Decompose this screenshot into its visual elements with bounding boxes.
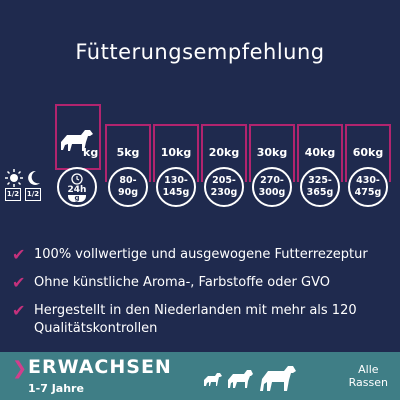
grams-from: 205- bbox=[212, 175, 236, 186]
feature-text: Ohne künstliche Aroma-, Farbstoffe oder … bbox=[34, 275, 330, 290]
weight-tab bbox=[105, 124, 151, 182]
time-label: 24h bbox=[67, 184, 87, 195]
page-title: Fütterungsempfehlung bbox=[75, 40, 325, 64]
weight-label: 5kg bbox=[116, 146, 140, 159]
grams-circle: 130- 145g bbox=[156, 167, 196, 207]
grams-to: 365g bbox=[306, 187, 334, 198]
daily-ration-circle: 24h g bbox=[57, 167, 97, 207]
weight-tab bbox=[345, 124, 391, 182]
grams-from: 270- bbox=[260, 175, 284, 186]
feature-text: 100% vollwertige und ausgewogene Futterr… bbox=[34, 247, 368, 262]
grams-circle: 205- 230g bbox=[204, 167, 244, 207]
life-stage-title: ERWACHSEN bbox=[28, 356, 172, 378]
grams-to: 145g bbox=[162, 187, 190, 198]
grams-circle: 430- 475g bbox=[348, 167, 388, 207]
grams-from: 130- bbox=[164, 175, 188, 186]
grams-to: 475g bbox=[354, 187, 382, 198]
life-stage-banner bbox=[0, 352, 400, 400]
check-icon: ✔ bbox=[12, 273, 26, 292]
weight-tab bbox=[201, 124, 247, 182]
list-item: ✔ Ohne künstliche Aroma-, Farbstoffe oder… bbox=[12, 274, 400, 292]
feature-text: Hergestellt in den Niederlanden mit mehr… bbox=[34, 303, 357, 336]
breeds-label: Alle Rassen bbox=[349, 363, 388, 389]
dog-icon bbox=[61, 130, 93, 151]
feeding-table: kg 5kg 80- 90g 10kg 130- 145g 20kg 205- 230… bbox=[5, 104, 391, 207]
chevron-right-icon: ❯ bbox=[12, 358, 28, 379]
grams-to: 230g bbox=[210, 187, 238, 198]
grams-to: 300g bbox=[258, 187, 286, 198]
bowl-icon: g bbox=[68, 194, 86, 202]
grams-from: 80- bbox=[119, 175, 137, 186]
portion-half-night: 1/2 bbox=[25, 188, 41, 201]
feature-list: ✔ 100% vollwertige und ausgewogene Futter… bbox=[12, 246, 400, 348]
breeds-line-1: Alle bbox=[358, 363, 379, 376]
portion-half-day: 1/2 bbox=[5, 188, 21, 201]
sun-icon bbox=[5, 169, 23, 187]
grams-circle: 80- 90g bbox=[108, 167, 148, 207]
list-item: ✔ 100% vollwertige und ausgewogene Futter… bbox=[12, 246, 400, 264]
moon-icon bbox=[28, 170, 40, 185]
grams-from: 430- bbox=[356, 175, 380, 186]
weight-label: 20kg bbox=[208, 146, 240, 159]
check-icon: ✔ bbox=[12, 301, 26, 320]
weight-unit-label: kg bbox=[83, 146, 99, 159]
check-icon: ✔ bbox=[12, 245, 26, 264]
dog-weight-tab bbox=[55, 104, 101, 170]
dogs-size-icon bbox=[204, 366, 296, 391]
breeds-line-2: Rassen bbox=[348, 376, 388, 389]
grams-circle: 270- 300g bbox=[252, 167, 292, 207]
weight-tab bbox=[297, 124, 343, 182]
list-item: ✔ Hergestellt in den Niederlanden mit meh… bbox=[12, 302, 364, 338]
clock-icon bbox=[71, 172, 83, 185]
grams-from: 325- bbox=[308, 175, 332, 186]
grams-circle: 325- 365g bbox=[300, 167, 340, 207]
weight-tab bbox=[153, 124, 199, 182]
weight-label: 60kg bbox=[352, 146, 384, 159]
weight-label: 10kg bbox=[160, 146, 192, 159]
weight-label: 30kg bbox=[256, 146, 288, 159]
age-range: 1-7 Jahre bbox=[28, 382, 84, 395]
weight-label: 40kg bbox=[304, 146, 336, 159]
grams-to: 90g bbox=[117, 187, 139, 198]
weight-tab bbox=[249, 124, 295, 182]
